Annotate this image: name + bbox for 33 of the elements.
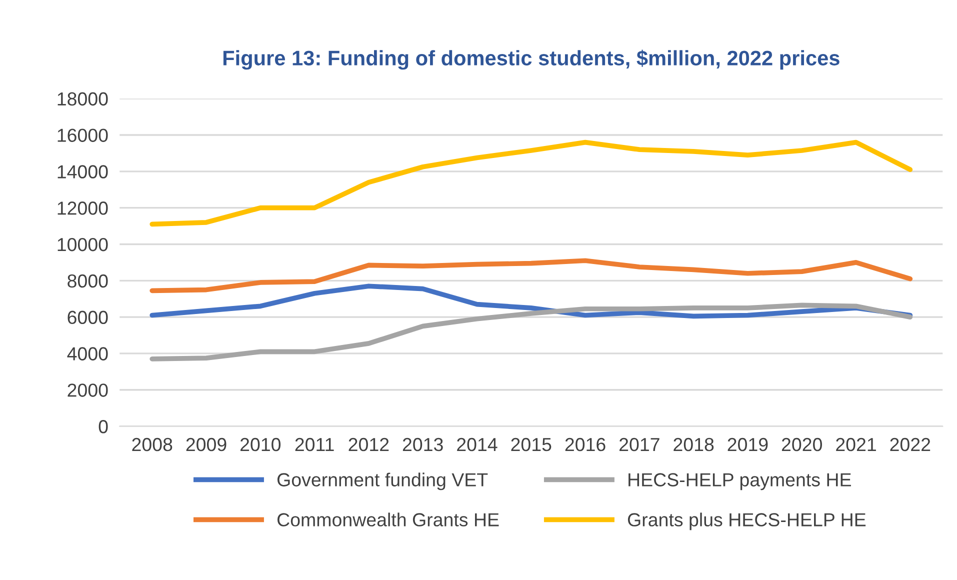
legend-label: Government funding VET	[277, 472, 488, 490]
x-tick-label: 2011	[295, 438, 334, 452]
y-tick-label: 12000	[58, 202, 108, 215]
x-tick-label: 2022	[890, 438, 930, 452]
line-series	[150, 140, 913, 227]
legend-label: Commonwealth Grants HE	[277, 512, 499, 526]
x-tick-label: 2021	[836, 438, 876, 452]
x-tick-label: 2015	[511, 438, 552, 452]
y-tick-label: 8000	[68, 274, 108, 288]
x-tick-label: 2008	[132, 438, 172, 452]
y-tick-label: 10000	[58, 238, 108, 252]
x-tick-label: 2013	[402, 438, 443, 452]
line-series	[150, 302, 913, 362]
x-tick-label: 2010	[240, 438, 281, 452]
y-tick-label: 6000	[68, 310, 108, 324]
y-tick-label: 2000	[68, 384, 108, 397]
x-tick-label: 2009	[186, 438, 226, 452]
x-tick-label: 2020	[782, 438, 822, 452]
y-tick-label: 16000	[58, 128, 108, 142]
chart-title: Figure 13: Funding of domestic students, $million, 2022 prices	[223, 50, 840, 70]
x-tick-label: 2019	[728, 438, 768, 452]
line-series	[150, 258, 913, 294]
x-tick-label: 2012	[348, 438, 389, 452]
x-tick-label: 2018	[674, 438, 714, 452]
legend-label: HECS-HELP payments HE	[628, 473, 851, 490]
y-tick-label: 18000	[58, 92, 108, 106]
legend-label: Grants plus HECS-HELP HE	[628, 512, 866, 530]
x-tick-label: 2017	[620, 438, 660, 452]
y-tick-label: 0	[98, 420, 108, 434]
y-tick-label: 14000	[58, 165, 108, 178]
x-tick-label: 2014	[457, 438, 498, 452]
x-tick-label: 2016	[565, 438, 606, 452]
y-tick-label: 4000	[67, 347, 108, 360]
